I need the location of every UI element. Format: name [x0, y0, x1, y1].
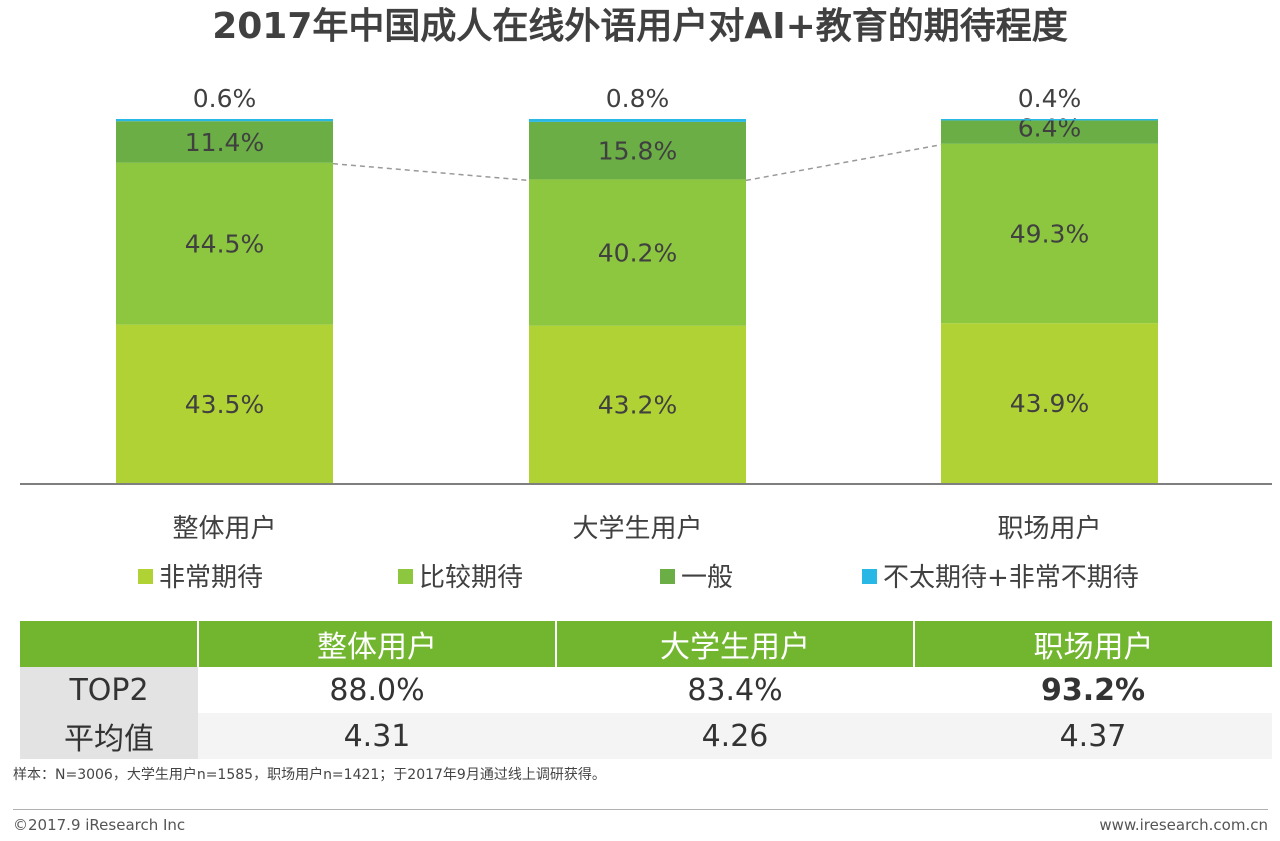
legend-label: 一般: [681, 563, 734, 593]
table-cell: 4.37: [914, 713, 1272, 759]
stacked-bar-chart: 43.5% 44.5% 11.4% 0.6% 整体用户 43.2% 40.2% 15.8% 0.…: [20, 84, 1272, 544]
legend-item: 非常期待: [138, 558, 263, 598]
bar-segment: [116, 119, 333, 122]
bar-segment: [116, 162, 333, 325]
table-cell-highlight: 93.2%: [914, 667, 1272, 713]
bar-segment: [529, 119, 746, 122]
table-row-label: 平均值: [20, 713, 198, 759]
bar-segment: [116, 121, 333, 163]
category-label: 大学生用户: [572, 514, 702, 544]
legend-swatch: [862, 569, 877, 584]
legend-label: 不太期待+非常不期待: [883, 563, 1139, 593]
table-row-average: 平均值 4.31 4.26 4.37: [20, 713, 1272, 759]
table-header-students: 大学生用户: [555, 621, 914, 667]
data-label: 0.6%: [193, 84, 257, 113]
data-label: 11.4%: [185, 128, 264, 157]
connector-line: [745, 144, 942, 182]
table-corner-cell: [20, 621, 198, 667]
chart-title: 2017年中国成人在线外语用户对AI+教育的期待程度: [212, 6, 1068, 47]
table-row-label: TOP2: [20, 667, 198, 713]
summary-table: 整体用户 大学生用户 职场用户 TOP2 88.0% 83.4% 93.2% 平…: [20, 621, 1272, 759]
table-header-row: 整体用户 大学生用户 职场用户: [20, 621, 1272, 667]
data-label: 44.5%: [185, 230, 264, 259]
website-text: www.iresearch.com.cn: [1099, 816, 1268, 834]
table-cell: 88.0%: [198, 667, 556, 713]
legend-item: 比较期待: [398, 558, 523, 598]
table-header-overall: 整体用户: [197, 621, 556, 667]
legend-label: 非常期待: [159, 563, 264, 593]
table-row-top2: TOP2 88.0% 83.4% 93.2%: [20, 667, 1272, 713]
legend-swatch: [660, 569, 675, 584]
data-label: 43.9%: [1010, 389, 1089, 418]
table-header-workplace: 职场用户: [913, 621, 1272, 667]
table-cell: 83.4%: [556, 667, 914, 713]
legend-swatch: [398, 569, 413, 584]
bar-segment: [941, 119, 1158, 121]
data-label: 6.4%: [1018, 113, 1082, 142]
bar-segment: [941, 143, 1158, 324]
bar-segment: [529, 121, 746, 180]
legend-item: 一般: [660, 558, 733, 598]
data-label: 0.4%: [1018, 84, 1082, 113]
bar-segment: [941, 323, 1158, 483]
copyright-text: ©2017.9 iResearch Inc: [13, 816, 186, 834]
data-label: 43.5%: [185, 390, 264, 419]
connector-line: [332, 162, 530, 182]
bar-segment: [529, 325, 746, 483]
table-cell: 4.26: [556, 713, 914, 759]
data-label: 49.3%: [1010, 219, 1089, 248]
legend-swatch: [138, 569, 153, 584]
bar-segment: [116, 324, 333, 483]
sample-note: 样本：N=3006，大学生用户n=1585，职场用户n=1421；于2017年9…: [13, 767, 606, 783]
data-label: 43.2%: [598, 390, 677, 419]
footer-divider: [13, 809, 1268, 810]
legend: 非常期待 比较期待 一般 不太期待+非常不期待: [0, 558, 1280, 598]
category-label: 职场用户: [997, 514, 1101, 544]
data-label: 15.8%: [598, 137, 677, 166]
data-label: 0.8%: [606, 84, 670, 113]
category-label: 整体用户: [172, 514, 276, 544]
data-label: 40.2%: [598, 239, 677, 268]
legend-label: 比较期待: [419, 563, 524, 593]
bar-segment: [941, 120, 1158, 144]
bar-segment: [529, 179, 746, 326]
legend-item: 不太期待+非常不期待: [862, 558, 1139, 598]
table-cell: 4.31: [198, 713, 556, 759]
